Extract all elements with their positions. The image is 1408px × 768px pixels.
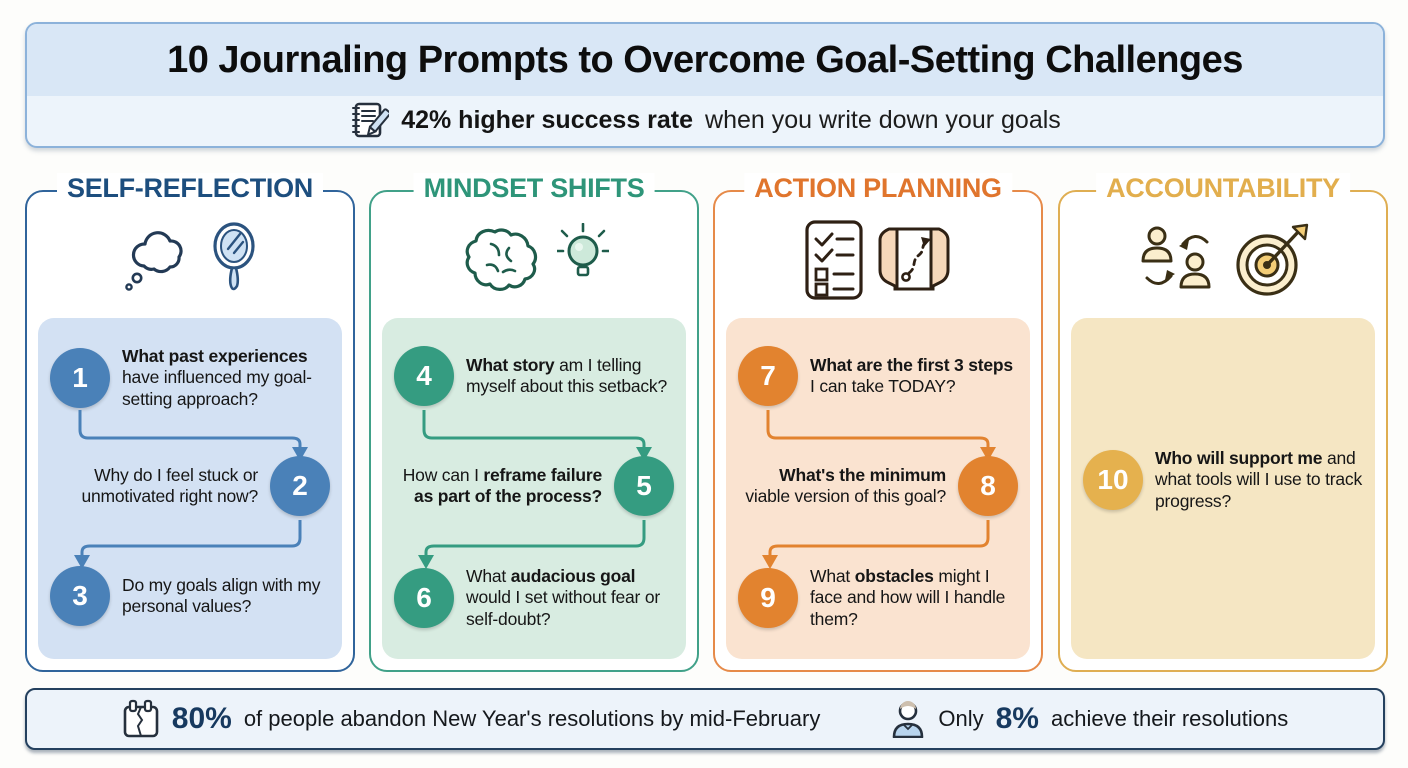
arrow-connector-right-icon — [766, 410, 996, 461]
prompt-9: 9 What obstacles might I face and how wi… — [738, 566, 1022, 630]
prompt-2: Why do I feel stuck or unmotivated right… — [46, 456, 330, 516]
prompt-box: 7 What are the first 3 steps I can take … — [726, 318, 1030, 659]
prompt-text: Who will support me and what tools will … — [1155, 448, 1362, 511]
page-title: 10 Journaling Prompts to Overcome Goal-S… — [167, 38, 1243, 81]
thought-cloud-icon — [125, 231, 183, 291]
subtitle-text: when you write down your goals — [705, 105, 1061, 134]
prompt-5: How can I reframe failure as part of the… — [390, 456, 674, 516]
prompt-text: What audacious goal would I set without … — [466, 566, 661, 629]
prompt-number-badge: 4 — [394, 346, 454, 406]
prompt-text: What are the first 3 steps I can take TO… — [810, 354, 1013, 396]
hand-mirror-icon — [213, 222, 255, 291]
stat-8-text: achieve their resolutions — [1050, 706, 1289, 731]
prompt-1: 1 What past experiences have influenced … — [50, 346, 334, 410]
prompt-box: 1 What past experiences have influenced … — [38, 318, 342, 659]
prompt-text: What past experiences have influenced my… — [122, 346, 312, 409]
arrow-connector-left-icon — [74, 520, 302, 569]
journal-pencil-icon — [352, 102, 390, 138]
map-route-icon — [878, 227, 950, 291]
header-banner: 10 Journaling Prompts to Overcome Goal-S… — [25, 22, 1385, 148]
brain-icon — [465, 228, 538, 291]
prompt-6: 6 What audacious goal would I set withou… — [394, 566, 678, 630]
people-exchange-icon — [1141, 226, 1211, 289]
arrow-connector-right-icon — [422, 410, 652, 461]
prompt-3: 3 Do my goals align with my personal val… — [50, 566, 334, 626]
prompt-text: What obstacles might I face and how will… — [810, 566, 1006, 629]
footer-stats-bar: 80% of people abandon New Year's resolut… — [25, 688, 1385, 750]
prompt-number-badge: 2 — [270, 456, 330, 516]
prompt-box: 4 What story am I telling myself about t… — [382, 318, 686, 659]
title-band: 10 Journaling Prompts to Overcome Goal-S… — [27, 24, 1383, 96]
prompt-8: What's the minimum viable version of thi… — [734, 456, 1018, 516]
prompt-text: What story am I telling myself about thi… — [466, 354, 668, 396]
column-action-planning: ACTION PLANNING 7 What are the first 3 s… — [713, 173, 1043, 672]
prompt-text: Why do I feel stuck or unmotivated right… — [81, 464, 258, 506]
prompt-number-badge: 8 — [958, 456, 1018, 516]
column-title: MINDSET SHIFTS — [413, 173, 655, 204]
arrow-connector-right-icon — [78, 410, 308, 461]
column-icon-area — [27, 204, 353, 316]
prompt-number-badge: 7 — [738, 346, 798, 406]
prompt-text: What's the minimum viable version of thi… — [745, 464, 946, 506]
prompt-number-badge: 3 — [50, 566, 110, 626]
arrow-connector-left-icon — [762, 520, 990, 569]
lightbulb-icon — [557, 223, 609, 277]
prompt-4: 4 What story am I telling myself about t… — [394, 346, 678, 406]
subtitle-band: 42% higher success rate when you write d… — [27, 96, 1383, 144]
prompt-text: How can I reframe failure as part of the… — [402, 464, 602, 506]
prompt-7: 7 What are the first 3 steps I can take … — [738, 346, 1022, 406]
column-title: ACTION PLANNING — [744, 173, 1012, 204]
stat-80-value: 80% — [171, 702, 232, 735]
stat-80-text: of people abandon New Year's resolutions… — [243, 706, 821, 731]
column-self-reflection: SELF-REFLECTION 1 What past experiences … — [25, 173, 355, 672]
column-accountability: ACCOUNTABILITY 10 Who will support me an… — [1058, 173, 1388, 672]
prompt-number-badge: 9 — [738, 568, 798, 629]
column-icon-area — [371, 204, 697, 316]
prompt-number-badge: 1 — [50, 348, 110, 409]
checklist-icon — [805, 220, 863, 300]
subtitle-stat: 42% higher success rate — [401, 105, 694, 134]
prompt-10: 10 Who will support me and what tools wi… — [1083, 448, 1367, 512]
prompt-number-badge: 6 — [394, 568, 454, 629]
stat-8-prefix: Only — [938, 706, 984, 731]
prompt-text: Do my goals align with my personal value… — [122, 574, 321, 616]
torn-calendar-icon — [123, 699, 159, 738]
target-arrow-icon — [1236, 223, 1309, 296]
column-icon-area — [1060, 204, 1386, 316]
arrow-connector-left-icon — [418, 520, 646, 569]
column-mindset-shifts: MINDSET SHIFTS 4 What story am I telling… — [369, 173, 699, 672]
person-icon — [893, 701, 924, 738]
stat-8-value: 8% — [995, 702, 1039, 735]
column-icon-area — [715, 204, 1041, 316]
column-title: SELF-REFLECTION — [57, 173, 323, 204]
prompt-number-badge: 5 — [614, 456, 674, 516]
column-title: ACCOUNTABILITY — [1096, 173, 1350, 204]
prompt-number-badge: 10 — [1083, 450, 1143, 511]
prompt-box: 10 Who will support me and what tools wi… — [1071, 318, 1375, 659]
